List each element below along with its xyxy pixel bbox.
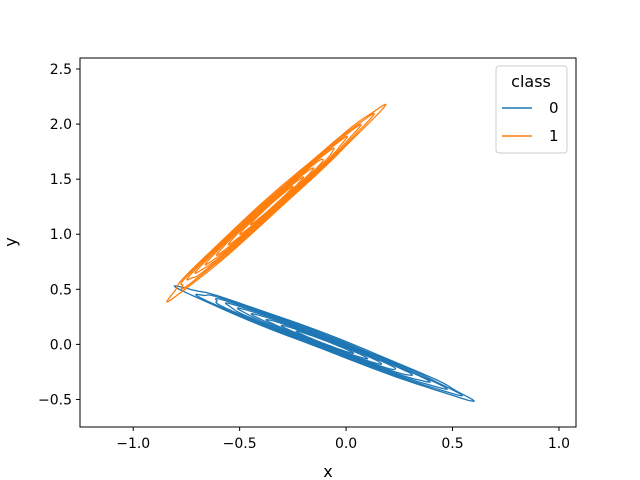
- contour-level: [215, 297, 448, 390]
- y-tick-label: 1.5: [50, 172, 72, 188]
- x-tick-label: 1.0: [548, 436, 570, 452]
- y-tick-label: 2.0: [50, 117, 72, 133]
- x-tick-label: 0.5: [441, 436, 463, 452]
- y-tick-label: 0.5: [50, 282, 72, 298]
- x-tick-label: −1.0: [116, 436, 150, 452]
- legend-label-1: 1: [549, 127, 559, 145]
- x-tick-label: −0.5: [223, 436, 257, 452]
- plot-frame: [79, 57, 577, 428]
- legend-box: [495, 65, 568, 154]
- x-tick-label: 0.0: [335, 436, 357, 452]
- legend-title: class: [511, 72, 551, 91]
- contour-level: [224, 302, 431, 383]
- contour-level: [204, 147, 335, 266]
- y-axis: −0.5 0.0 0.5 1.0 1.5 2.0 2.5: [38, 62, 80, 408]
- y-axis-label: y: [1, 237, 20, 246]
- series-0-contours: [173, 285, 475, 402]
- y-tick-label: 1.0: [50, 227, 72, 243]
- legend-label-0: 0: [549, 99, 559, 117]
- y-tick-label: −0.5: [38, 392, 72, 408]
- contour-area: [166, 103, 475, 402]
- y-tick-label: 0.0: [50, 337, 72, 353]
- contour-level: [249, 185, 294, 226]
- contour-level: [194, 135, 348, 274]
- contour-level: [186, 123, 362, 281]
- contour-level: [265, 318, 383, 365]
- series-1-contours: [166, 103, 387, 303]
- contour-level: [280, 324, 369, 360]
- contour-level: [250, 313, 397, 371]
- x-axis-label: x: [323, 462, 332, 480]
- x-axis: −1.0 −0.5 0.0 0.5 1.0: [116, 427, 570, 452]
- contour-level: [236, 307, 414, 376]
- legend: class 0 1: [495, 65, 568, 154]
- y-tick-label: 2.5: [50, 62, 72, 78]
- contour-level: [195, 293, 463, 397]
- contour-level: [215, 158, 324, 256]
- contour-level: [173, 285, 475, 402]
- contour-level: [239, 176, 305, 236]
- contour-level: [295, 330, 355, 354]
- contour-level: [227, 167, 315, 246]
